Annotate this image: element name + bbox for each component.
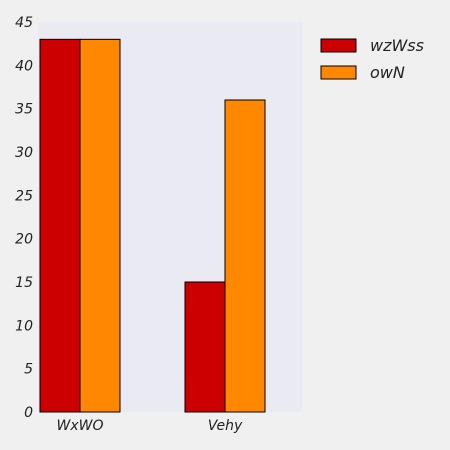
y-tick-label: 5: [24, 362, 33, 378]
legend: wzWss owN: [320, 36, 424, 82]
bar-owN-WxWO: [79, 38, 121, 413]
legend-label-wzWss: wzWss: [370, 36, 424, 55]
legend-swatch-owN: [320, 65, 357, 80]
y-tick-label: 40: [15, 58, 33, 74]
y-tick-label: 35: [15, 102, 33, 118]
y-tick-label: 30: [15, 145, 33, 161]
y-axis-ticks: 0 5 10 15 20 25 30 35 40 45: [15, 15, 33, 421]
y-tick-label: 25: [15, 188, 33, 204]
y-tick-label: 15: [15, 275, 33, 291]
bar-wzWss-WxWO: [39, 38, 81, 413]
x-tick-label: Vehy: [208, 418, 243, 434]
legend-swatch-wzWss: [320, 38, 357, 53]
y-tick-label: 45: [15, 15, 33, 31]
bar-owN-Vehy: [224, 99, 266, 413]
x-tick-label: WxWO: [57, 418, 104, 434]
y-tick-label: 0: [24, 405, 33, 421]
legend-label-owN: owN: [370, 63, 405, 82]
bar-wzWss-Vehy: [184, 281, 226, 413]
y-tick-label: 20: [15, 232, 33, 248]
y-tick-label: 10: [15, 318, 33, 334]
x-axis-ticks: WxWO Vehy: [57, 418, 243, 434]
bars: [39, 38, 266, 413]
